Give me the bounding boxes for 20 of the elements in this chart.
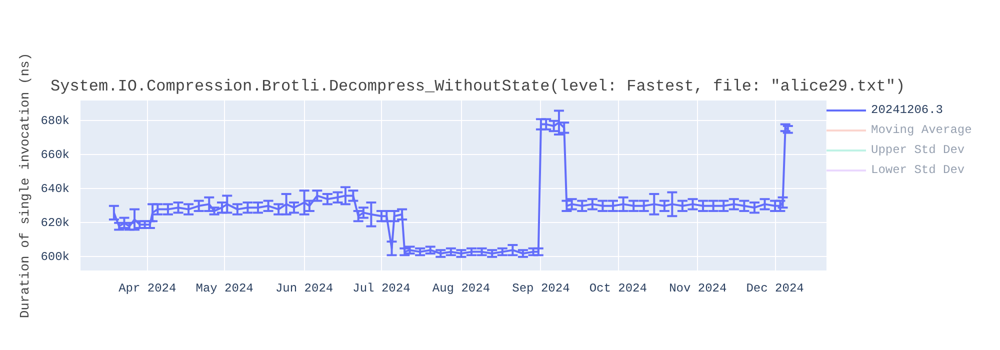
x-tick-label: Aug 2024 (432, 282, 490, 296)
x-tick-label: Sep 2024 (512, 282, 570, 296)
legend-label: Lower Std Dev (871, 163, 965, 177)
y-tick-label: 600k (40, 250, 70, 264)
chart-title: System.IO.Compression.Brotli.Decompress_WithoutState(level: Fastest, file: "alice29.txt") (50, 78, 906, 96)
y-tick-label: 680k (40, 114, 70, 128)
y-axis-title: Duration of single invocation (ns) (18, 52, 33, 318)
y-tick-label: 620k (40, 216, 70, 230)
legend-label: Moving Average (871, 123, 972, 137)
x-tick-label: May 2024 (196, 282, 254, 296)
x-tick-label: Oct 2024 (589, 282, 647, 296)
x-tick-label: Nov 2024 (669, 282, 727, 296)
legend-label: 20241206.3 (871, 103, 944, 117)
y-tick-label: 640k (40, 182, 70, 196)
x-tick-label: Dec 2024 (746, 282, 804, 296)
x-tick-label: Apr 2024 (118, 282, 176, 296)
x-tick-label: Jul 2024 (352, 282, 410, 296)
x-tick-label: Jun 2024 (275, 282, 334, 296)
legend-label: Upper Std Dev (871, 143, 965, 157)
y-tick-label: 660k (40, 148, 70, 162)
